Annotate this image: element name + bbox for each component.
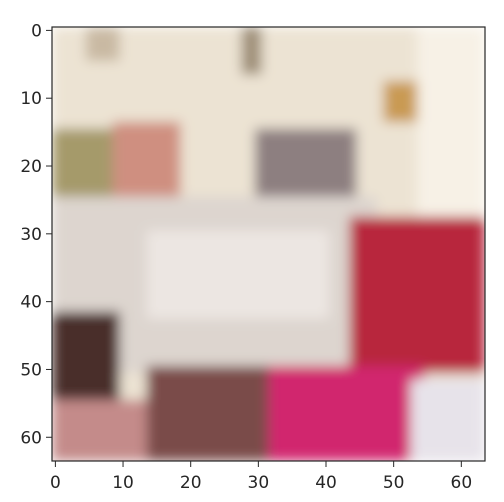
image-region-floor-lower-left <box>52 399 154 461</box>
y-tick-label: 20 <box>20 157 42 177</box>
image-region-wall-mark-left <box>85 27 120 61</box>
image-region-red-fabric <box>349 216 485 373</box>
axes-frame <box>51 26 486 462</box>
x-tick-label: 60 <box>451 473 473 493</box>
x-tick-label: 10 <box>112 473 134 493</box>
x-tick-label: 30 <box>248 473 270 493</box>
y-tick-label: 50 <box>20 360 42 380</box>
image-region-dark-floor-left <box>52 311 120 407</box>
image-region-wall-mark-center <box>241 27 262 75</box>
image-region-white-floor-right <box>410 379 485 461</box>
x-tick-label: 40 <box>315 473 337 493</box>
y-axis: 0 10 20 30 40 50 60 <box>20 21 52 448</box>
image-region-pillow-pink <box>112 121 181 204</box>
image-region-magenta-fabric <box>268 366 425 461</box>
y-tick-label: 40 <box>20 293 42 313</box>
x-tick-label: 0 <box>50 473 61 493</box>
y-tick-label: 30 <box>20 225 42 245</box>
x-axis: 0 10 20 30 40 50 60 <box>50 461 472 493</box>
image-region-lamp-shade-right <box>383 81 418 122</box>
image-region-blanket-highlight <box>146 230 330 319</box>
y-tick-label: 10 <box>20 89 42 109</box>
image-regions <box>52 27 485 461</box>
image-plot-area <box>52 27 485 461</box>
y-tick-label: 60 <box>20 428 42 448</box>
x-tick-label: 20 <box>180 473 202 493</box>
y-tick-label: 0 <box>31 21 42 41</box>
x-tick-label: 50 <box>383 473 405 493</box>
